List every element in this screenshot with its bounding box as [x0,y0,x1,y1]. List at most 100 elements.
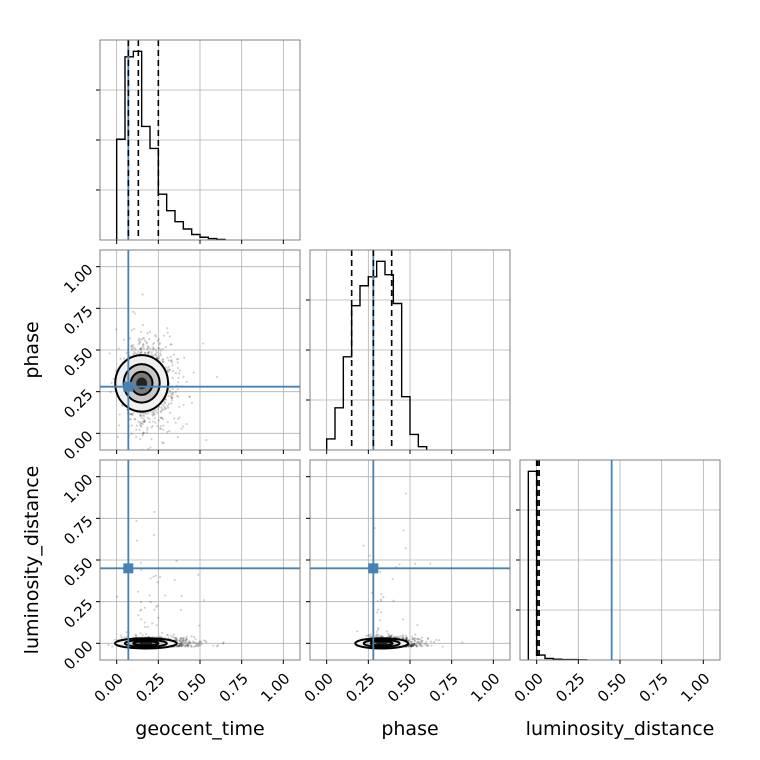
scatter-point [132,310,135,313]
scatter-point [134,633,137,637]
scatter-point [156,604,159,607]
scatter-point [139,413,142,417]
scatter-point [162,428,165,431]
scatter-point [396,635,399,639]
scatter-point [385,630,388,633]
scatter-point [417,642,420,646]
scatter-point [138,340,141,343]
scatter-point [188,395,191,398]
scatter-point [122,357,126,360]
scatter-point [153,353,156,357]
scatter-point [180,644,183,647]
scatter-point [177,644,181,647]
scatter-point [194,638,197,641]
scatter-point [149,410,152,413]
scatter-point [405,638,408,641]
scatter-point [149,601,152,604]
scatter-point [200,640,203,643]
scatter-point [140,608,143,611]
scatter-point [405,636,408,639]
scatter-point [410,643,414,646]
scatter-point [130,344,133,347]
scatter-point [151,622,154,625]
scatter-point [380,635,383,638]
scatter-point [398,563,401,566]
scatter-point [401,635,405,638]
scatter-point [387,632,390,636]
scatter-point [156,356,159,359]
scatter-point [179,644,182,647]
scatter-point [157,616,160,619]
panel-luminosity_distance-vs-luminosity_distance-grid [520,460,720,660]
scatter-point [180,644,183,648]
scatter-point [147,351,151,354]
scatter-point [414,643,418,647]
scatter-point [412,644,415,647]
scatter-point [409,645,413,648]
scatter-point [222,642,225,645]
scatter-point [188,395,191,398]
scatter-point [395,636,398,639]
xtick-label-phase-4: 1.00 [467,670,503,706]
scatter-point [132,411,135,415]
scatter-point [410,643,413,647]
scatter-point [391,634,394,637]
histogram-phase [325,260,428,450]
scatter-point [375,630,378,633]
scatter-point [133,327,136,330]
scatter-point [194,645,197,648]
scatter-point [411,642,415,645]
scatter-point [426,644,429,647]
scatter-point [182,636,186,640]
scatter-point [370,635,373,638]
scatter-point [417,641,420,644]
scatter-point [168,368,171,371]
scatter-point [137,343,140,346]
scatter-point [119,634,122,637]
scatter-point [178,639,181,643]
scatter-point [175,639,178,642]
scatter-point [135,428,138,431]
scatter-point [157,346,160,350]
scatter-point [410,645,413,648]
scatter-point [161,403,165,406]
panel-luminosity_distance-vs-phase-density-level-3 [376,641,388,646]
scatter-point [157,357,161,360]
scatter-point [139,609,142,612]
scatter-point [125,631,128,634]
scatter-point [129,337,132,340]
scatter-point [147,412,150,415]
scatter-point [138,337,141,340]
scatter-point [152,413,156,416]
scatter-point [420,645,423,648]
scatter-point [151,424,154,428]
scatter-point [187,644,190,647]
scatter-point [120,636,123,639]
scatter-point [169,343,172,346]
scatter-point [139,347,142,350]
scatter-point [425,640,428,643]
scatter-point [410,640,413,643]
scatter-point [141,434,144,437]
scatter-point [167,359,170,362]
scatter-point [388,635,392,638]
scatter-point [139,423,142,426]
scatter-point [135,435,138,439]
ytick-label-luminosity_distance-2: 0.50 [60,554,96,590]
scatter-point [144,351,147,354]
scatter-point [405,638,408,641]
scatter-point [135,424,139,427]
scatter-point [416,645,419,648]
scatter-point [147,345,150,349]
scatter-point [161,418,165,421]
scatter-point [146,344,149,348]
scatter-point [152,575,155,578]
scatter-point [135,539,139,542]
scatter-point [369,635,372,638]
scatter-point [130,328,133,332]
scatter-point [153,417,156,420]
scatter-point [197,645,200,648]
scatter-point [179,637,182,640]
scatter-point [402,618,405,621]
scatter-point [356,630,359,633]
